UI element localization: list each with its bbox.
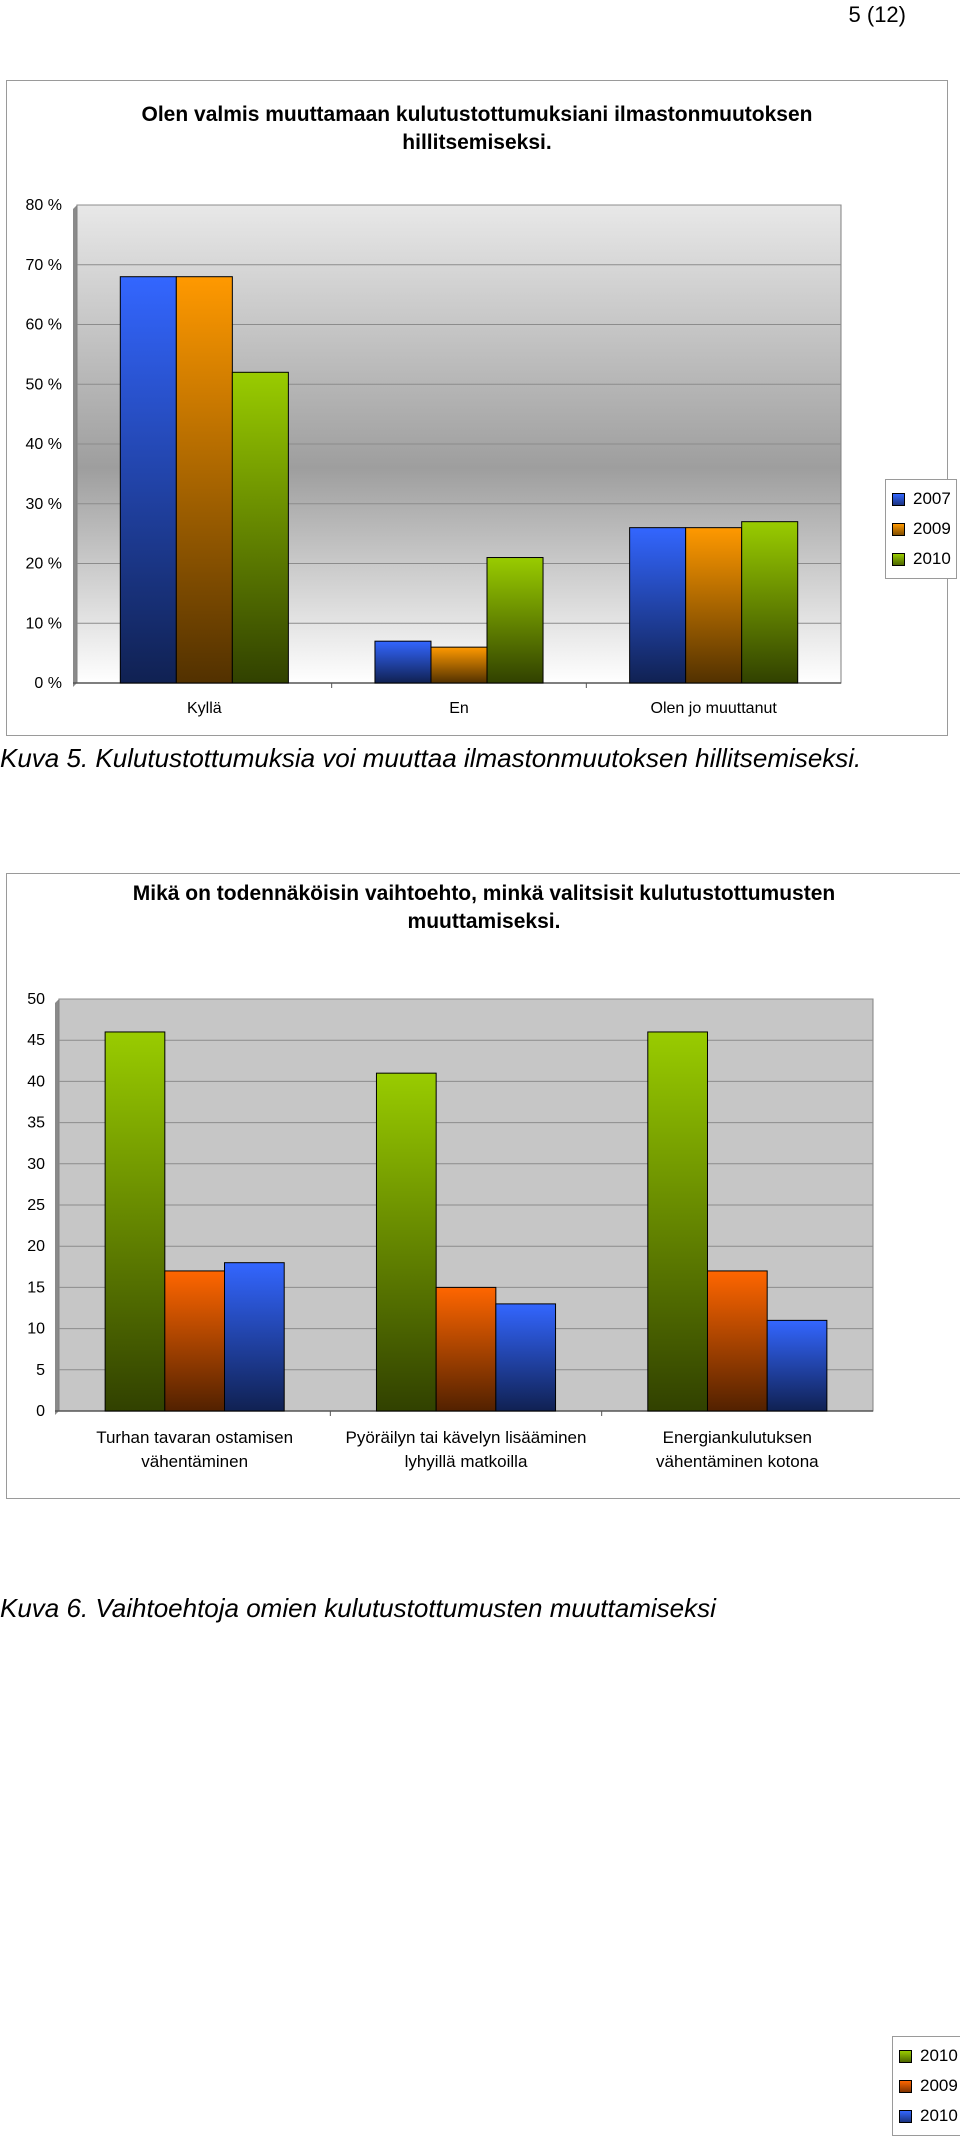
c2-y-tick-label: 20 xyxy=(27,1238,45,1255)
legend-item: 2007 xyxy=(892,484,951,514)
c2-bar xyxy=(495,1303,557,1412)
c2-bar xyxy=(375,1072,437,1412)
c2-category-label: Pyöräilyn tai kävelyn lisääminen xyxy=(346,1428,587,1447)
c2-y-tick-label: 15 xyxy=(27,1279,45,1296)
c1-bar xyxy=(685,527,743,684)
c2-category-label: vähentäminen kotona xyxy=(656,1452,819,1471)
figure-caption-2: Kuva 6. Vaihtoehtoja omien kulutustottum… xyxy=(0,1593,716,1623)
c2-category-label: lyhyillä matkoilla xyxy=(405,1452,528,1471)
c1-bar xyxy=(486,557,544,684)
c1-category-label: En xyxy=(449,700,469,717)
c1-bar xyxy=(374,640,432,684)
chart-panel-1: 0 % 10 % 20 % 30 % 40 % 50 % 60 % 70 % 80 % Kyllä… xyxy=(6,80,957,736)
legend-item: 2010 xyxy=(892,544,951,574)
legend-label: 2007 xyxy=(913,489,951,508)
chart-title-2: Mikä on todennäköisin vaihtoehto, minkä … xyxy=(132,882,836,933)
c2-y-tick-label: 35 xyxy=(27,1115,45,1132)
c2-y-tick-label: 5 xyxy=(36,1362,45,1379)
c1-y-tick-label: 0 % xyxy=(34,675,62,692)
legend-item: 2010 xyxy=(899,2041,960,2071)
c2-y-tick-label: 50 xyxy=(27,991,45,1008)
chart-panel-2: 0 5 10 15 20 25 30 35 40 45 50 Turhan tavaran ostam… xyxy=(6,873,960,2136)
legend-swatch xyxy=(892,492,905,506)
c2-svg: 0 5 10 15 20 25 30 35 40 45 50 Turhan tavaran ostam… xyxy=(27,991,874,1471)
c2-y-tick-label: 40 xyxy=(27,1073,45,1090)
c1-y-tick-label: 60 % xyxy=(26,317,62,334)
legend-swatch xyxy=(892,552,905,566)
c2-category-label: vähentäminen xyxy=(141,1452,248,1471)
c1-bar xyxy=(119,276,177,684)
c2-y-tick-label: 10 xyxy=(27,1321,45,1338)
c2-y-tick-label: 0 xyxy=(36,1403,45,1420)
legend-swatch xyxy=(899,2079,912,2093)
c2-bar xyxy=(224,1262,285,1412)
c1-plot-wall xyxy=(73,205,77,687)
c1-bar xyxy=(430,646,488,684)
c2-bar xyxy=(104,1031,166,1412)
c1-bar xyxy=(741,521,799,684)
figure-caption-1: Kuva 5. Kulutustottumuksia voi muuttaa i… xyxy=(0,743,862,773)
c1-y-tick-label: 10 % xyxy=(26,615,62,632)
c2-bar xyxy=(766,1319,828,1412)
c1-y-tick-label: 30 % xyxy=(26,496,62,513)
c1-bar xyxy=(175,276,233,684)
chart-title-1: Olen valmis muuttamaan kulutustottumuksi… xyxy=(141,103,813,154)
legend-swatch xyxy=(899,2049,912,2063)
legend-label: 2010 xyxy=(913,549,951,568)
c1-y-tick-label: 40 % xyxy=(26,436,62,453)
c2-bar xyxy=(164,1270,226,1412)
legend-item: 2009 xyxy=(892,514,951,544)
c1-y-tick-label: 50 % xyxy=(26,376,62,393)
legend-label: 2009 xyxy=(913,519,951,538)
c1-category-label: Olen jo muuttanut xyxy=(651,700,778,717)
c2-bar xyxy=(647,1031,708,1412)
c2-y-tick-label: 30 xyxy=(27,1156,45,1173)
c2-category-label: Turhan tavaran ostamisen xyxy=(96,1428,293,1447)
chart-legend-1: 2007 2009 2010 xyxy=(885,479,957,579)
c1-y-tick-label: 70 % xyxy=(26,257,62,274)
page-number: 5 (12) xyxy=(848,2,906,27)
c2-plot-wall xyxy=(55,999,59,1415)
c2-y-tick-label: 45 xyxy=(27,1032,45,1049)
c2-bar xyxy=(435,1286,497,1412)
legend-swatch xyxy=(899,2109,912,2123)
legend-swatch xyxy=(892,522,905,536)
c1-bar xyxy=(629,527,687,684)
c2-y-tick-label: 25 xyxy=(27,1197,45,1214)
c1-y-tick-label: 80 % xyxy=(26,197,62,214)
c2-bar xyxy=(706,1270,768,1412)
legend-label: 2010 xyxy=(920,2046,958,2065)
c1-y-tick-label: 20 % xyxy=(26,556,62,573)
c1-svg: 0 % 10 % 20 % 30 % 40 % 50 % 60 % 70 % 80 % Kyllä… xyxy=(26,197,842,717)
c1-category-label: Kyllä xyxy=(187,700,222,717)
legend-item: 2010 xyxy=(899,2101,960,2131)
c2-category-label: Energiankulutuksen xyxy=(663,1428,812,1447)
legend-label: 2009 xyxy=(920,2076,958,2095)
legend-item: 2009 xyxy=(899,2071,960,2101)
chart-legend-2: 2010 2009 2010 xyxy=(892,2036,960,2136)
c1-bar xyxy=(231,371,289,684)
legend-label: 2010 xyxy=(920,2106,958,2125)
